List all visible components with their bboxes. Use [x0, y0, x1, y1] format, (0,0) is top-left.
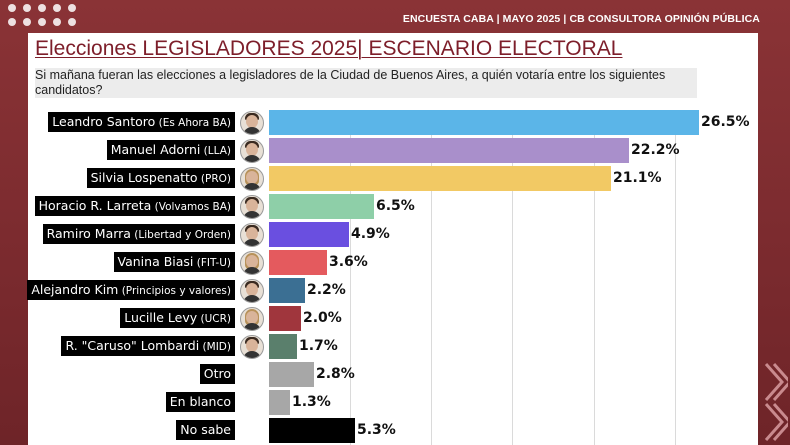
candidate-name: Horacio R. Larreta: [38, 198, 152, 213]
page-title: Elecciones LEGISLADORES 2025| ESCENARIO …: [35, 37, 623, 60]
bar-value-label: 22.2%: [631, 142, 680, 158]
bar-value-label: 2.8%: [316, 366, 355, 382]
bar: [269, 334, 297, 359]
gridline: [512, 110, 513, 445]
header-caption: ENCUESTA CABA | MAYO 2025 | CB CONSULTOR…: [402, 13, 760, 25]
candidate-party: (Libertad y Orden): [130, 229, 231, 241]
bar-value-label: 4.9%: [351, 226, 390, 242]
candidate-name: Vanina Biasi: [117, 254, 194, 269]
candidate-avatar: [240, 279, 264, 303]
candidate-avatar: [240, 335, 264, 359]
gridline: [431, 110, 432, 445]
gridline: [350, 110, 351, 445]
candidate-name: Otro: [203, 366, 231, 381]
candidate-party: (Es Ahora BA): [155, 117, 231, 129]
bar: [269, 222, 349, 247]
candidate-name: Leandro Santoro: [52, 114, 156, 129]
survey-question: Si mañana fueran las elecciones a legisl…: [35, 68, 697, 98]
bar-value-label: 26.5%: [701, 114, 750, 130]
candidate-party: (PRO): [197, 173, 231, 185]
candidate-name: Alejandro Kim: [31, 282, 119, 297]
gridline: [594, 110, 595, 445]
bar: [269, 138, 629, 163]
bar: [269, 166, 611, 191]
candidate-label: Vanina Biasi (FIT-U): [113, 252, 235, 272]
bar: [269, 194, 374, 219]
candidate-label: Manuel Adorni (LLA): [106, 140, 235, 160]
candidate-label: Otro: [199, 364, 235, 384]
candidate-avatar: [240, 307, 264, 331]
bar-value-label: 1.7%: [299, 338, 338, 354]
candidate-label: Leandro Santoro (Es Ahora BA): [48, 112, 235, 132]
candidate-name: No sabe: [180, 422, 231, 437]
candidate-avatar: [240, 139, 264, 163]
candidate-name: Lucille Levy: [124, 310, 198, 325]
candidate-party: (Principios y valores): [118, 285, 231, 297]
candidate-label: Lucille Levy (UCR): [120, 308, 235, 328]
candidate-label: En blanco: [165, 392, 235, 412]
candidate-label: R. "Caruso" Lombardi (MID): [61, 336, 235, 356]
candidate-party: (Volvamos BA): [151, 201, 231, 213]
bar-value-label: 1.3%: [292, 394, 331, 410]
candidate-avatar: [240, 223, 264, 247]
bar-value-label: 5.3%: [357, 422, 396, 438]
candidate-name: Ramiro Marra: [46, 226, 131, 241]
candidate-party: (MID): [199, 341, 231, 353]
candidate-party: (FIT-U): [193, 257, 231, 269]
candidate-name: Silvia Lospenatto: [90, 170, 198, 185]
candidate-avatar: [240, 195, 264, 219]
candidate-label: Silvia Lospenatto (PRO): [86, 168, 235, 188]
candidate-label: Ramiro Marra (Libertad y Orden): [42, 224, 235, 244]
decorative-dots: [8, 4, 88, 28]
bar-value-label: 3.6%: [329, 254, 368, 270]
candidate-label: No sabe: [176, 420, 235, 440]
bar-value-label: 2.2%: [307, 282, 346, 298]
candidate-name: R. "Caruso" Lombardi: [65, 338, 200, 353]
bar-value-label: 21.1%: [613, 170, 662, 186]
candidate-avatar: [240, 167, 264, 191]
candidate-label: Horacio R. Larreta (Volvamos BA): [34, 196, 235, 216]
bar: [269, 390, 290, 415]
candidate-label: Alejandro Kim (Principios y valores): [27, 280, 235, 300]
candidate-avatar: [240, 251, 264, 275]
candidate-name: En blanco: [169, 394, 231, 409]
bar: [269, 250, 327, 275]
candidate-party: (UCR): [197, 313, 231, 325]
bar: [269, 418, 355, 443]
bar: [269, 278, 305, 303]
bar: [269, 362, 314, 387]
candidate-party: (LLA): [200, 145, 231, 157]
candidate-avatar: [240, 111, 264, 135]
bar: [269, 110, 699, 135]
candidate-name: Manuel Adorni: [110, 142, 201, 157]
bar-value-label: 6.5%: [376, 198, 415, 214]
bar: [269, 306, 301, 331]
bar-value-label: 2.0%: [303, 310, 342, 326]
gridline: [675, 110, 676, 445]
chevron-decoration-icon: [764, 363, 788, 441]
